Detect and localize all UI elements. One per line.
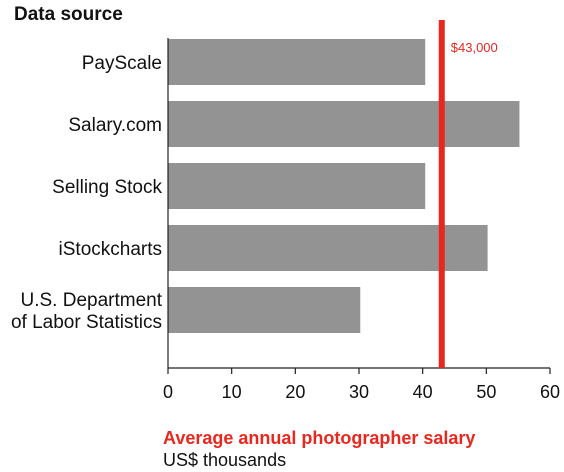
- category-label: Selling Stock: [52, 177, 162, 198]
- x-tick-label: 10: [222, 382, 242, 402]
- category-label: Salary.com: [68, 115, 162, 136]
- bar: [168, 39, 426, 85]
- x-tick-label: 40: [413, 382, 433, 402]
- x-axis-unit: US$ thousands: [163, 450, 286, 470]
- category-header: Data source: [14, 4, 123, 25]
- x-tick-label: 0: [163, 382, 173, 402]
- category-label: iStockcharts: [59, 239, 162, 260]
- bar: [168, 225, 488, 271]
- reference-line: [438, 20, 445, 368]
- bar: [168, 101, 520, 147]
- x-tick-label: 50: [476, 382, 496, 402]
- x-axis-label: Average annual photographer salary: [163, 428, 475, 448]
- bar: [168, 287, 361, 333]
- bars-group: [168, 39, 520, 333]
- reference-line-label: $43,000: [451, 40, 498, 55]
- x-tick-label: 20: [285, 382, 305, 402]
- x-ticks: 0 10 20 30 40 50 60: [163, 368, 560, 402]
- x-tick-label: 60: [540, 382, 560, 402]
- category-labels: PayScale Salary.com Selling Stock iStockcha…: [11, 53, 163, 333]
- x-tick-label: 30: [349, 382, 369, 402]
- bar: [168, 163, 426, 209]
- category-label: U.S. Department of Labor Statistics: [11, 290, 163, 333]
- category-label: PayScale: [82, 53, 162, 74]
